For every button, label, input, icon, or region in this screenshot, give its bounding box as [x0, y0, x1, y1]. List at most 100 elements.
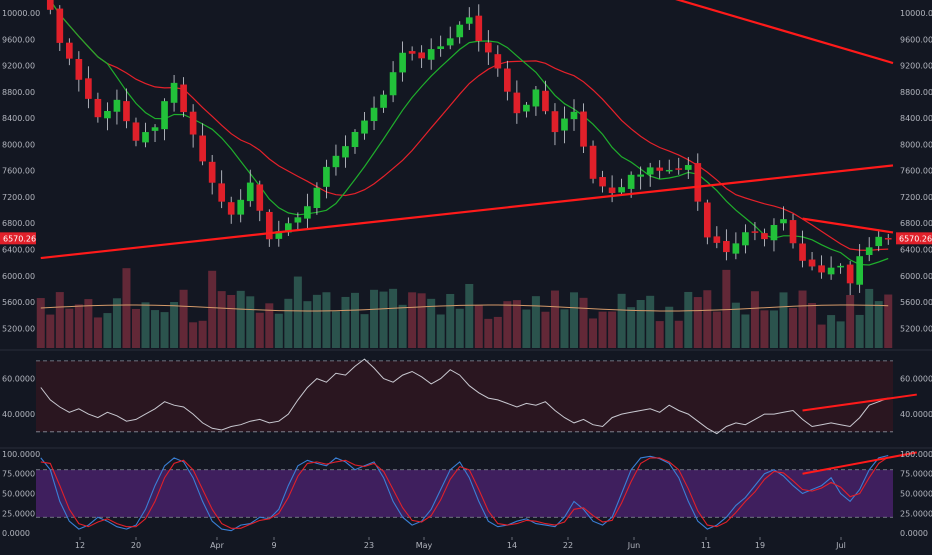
candle-body[interactable]: [437, 46, 445, 49]
candle-body[interactable]: [275, 231, 283, 239]
candle-body[interactable]: [56, 8, 64, 43]
candle-body[interactable]: [684, 165, 692, 170]
candle-body[interactable]: [875, 236, 883, 247]
stochastic-y-tick-left: 75.0000: [2, 470, 35, 479]
candle-body[interactable]: [199, 135, 206, 162]
volume-bar: [827, 315, 836, 348]
candle-body[interactable]: [456, 24, 464, 38]
candle-body[interactable]: [446, 38, 454, 46]
candle-body[interactable]: [94, 98, 102, 118]
candle-body[interactable]: [580, 111, 587, 147]
candle-body[interactable]: [694, 163, 702, 202]
candle-body[interactable]: [742, 232, 749, 246]
stochastic-trendline[interactable]: [802, 451, 917, 475]
candle-body[interactable]: [656, 167, 664, 171]
candle-body[interactable]: [789, 220, 797, 244]
candle-body[interactable]: [751, 231, 759, 233]
candle-body[interactable]: [418, 52, 425, 59]
candle-body[interactable]: [46, 0, 54, 10]
candle-body[interactable]: [761, 233, 768, 240]
candle-body[interactable]: [608, 187, 616, 194]
candle-body[interactable]: [799, 243, 806, 261]
candle-body[interactable]: [646, 167, 654, 175]
candle-body[interactable]: [218, 183, 226, 202]
candle-body[interactable]: [389, 72, 397, 96]
candle-body[interactable]: [351, 131, 359, 148]
candle-body[interactable]: [265, 211, 273, 240]
candle-body[interactable]: [827, 267, 835, 275]
candle-body[interactable]: [856, 256, 864, 285]
candle-body[interactable]: [380, 94, 387, 108]
candle-body[interactable]: [713, 236, 721, 243]
candle-body[interactable]: [151, 127, 159, 131]
candle-body[interactable]: [342, 146, 349, 158]
candle-body[interactable]: [304, 206, 311, 219]
candle-body[interactable]: [237, 199, 245, 215]
candle-body[interactable]: [532, 89, 540, 107]
candle-body[interactable]: [427, 49, 435, 60]
candle-body[interactable]: [723, 241, 730, 253]
candle-body[interactable]: [142, 132, 149, 143]
candle-body[interactable]: [780, 219, 787, 224]
rsi-trendline[interactable]: [802, 393, 917, 412]
y-tick-left: 6800.00: [2, 219, 35, 228]
candle-body[interactable]: [465, 17, 473, 24]
candle-body[interactable]: [85, 78, 92, 99]
candle-body[interactable]: [884, 238, 892, 240]
candle-body[interactable]: [285, 223, 292, 233]
candle-body[interactable]: [589, 145, 597, 179]
candle-body[interactable]: [161, 101, 168, 130]
candle-body[interactable]: [865, 247, 873, 255]
candle-body[interactable]: [770, 225, 778, 241]
candle-body[interactable]: [523, 104, 530, 112]
candle-body[interactable]: [132, 122, 140, 141]
candle-body[interactable]: [313, 187, 321, 209]
candle-body[interactable]: [294, 217, 302, 223]
candle-body[interactable]: [227, 202, 235, 215]
candle-body[interactable]: [837, 265, 844, 268]
candle-body[interactable]: [513, 92, 521, 114]
candle-body[interactable]: [570, 111, 578, 120]
candle-body[interactable]: [599, 177, 606, 187]
candle-body[interactable]: [408, 51, 416, 54]
candle-body[interactable]: [256, 184, 264, 211]
volume-bar: [227, 294, 236, 348]
candle-body[interactable]: [370, 107, 378, 122]
candle-body[interactable]: [618, 187, 625, 193]
candle-body[interactable]: [808, 259, 816, 267]
candle-body[interactable]: [732, 243, 740, 254]
candle-body[interactable]: [494, 54, 502, 69]
candle-body[interactable]: [180, 84, 187, 113]
candle-body[interactable]: [170, 82, 178, 103]
candle-body[interactable]: [637, 174, 644, 177]
candle-body[interactable]: [818, 265, 825, 273]
candle-body[interactable]: [542, 90, 549, 112]
candle-body[interactable]: [703, 202, 711, 238]
trendline[interactable]: [612, 0, 894, 65]
candle-body[interactable]: [113, 99, 121, 112]
trendline[interactable]: [40, 164, 894, 260]
candle-body[interactable]: [208, 161, 216, 183]
candle-body[interactable]: [665, 169, 673, 172]
candle-body[interactable]: [475, 15, 483, 42]
candle-body[interactable]: [123, 101, 130, 122]
candle-body[interactable]: [361, 120, 368, 134]
candle-body[interactable]: [551, 111, 559, 133]
trendline[interactable]: [802, 217, 894, 234]
candle-body[interactable]: [561, 118, 568, 131]
candle-body[interactable]: [323, 166, 330, 187]
candle-body[interactable]: [246, 182, 254, 202]
candle-body[interactable]: [189, 111, 197, 135]
candle-body[interactable]: [846, 264, 854, 284]
candle-body[interactable]: [399, 52, 406, 73]
candle-body[interactable]: [675, 168, 683, 170]
candle-body[interactable]: [332, 155, 340, 168]
candle-body[interactable]: [65, 42, 73, 59]
candle-body[interactable]: [504, 68, 511, 92]
candle-body[interactable]: [104, 110, 111, 119]
candle-body[interactable]: [75, 59, 83, 80]
candle-body[interactable]: [627, 174, 635, 189]
candle-body[interactable]: [484, 42, 492, 53]
